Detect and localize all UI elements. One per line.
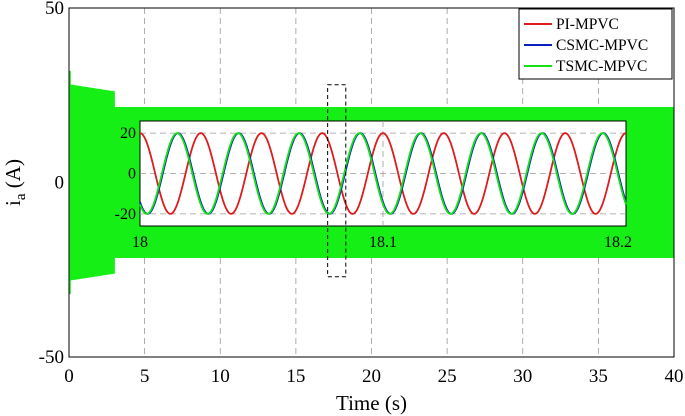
inset-series-line xyxy=(139,132,627,215)
x-tick-label: 15 xyxy=(286,366,305,387)
legend-label: TSMC-MPVC xyxy=(556,58,647,75)
y-axis-label: ia (A) xyxy=(1,159,29,206)
y-tick-label: 0 xyxy=(55,173,65,194)
x-tick-label: 30 xyxy=(513,366,532,387)
y-tick-label: -50 xyxy=(39,347,64,368)
x-tick-label: 5 xyxy=(140,366,150,387)
x-tick-label: 40 xyxy=(665,366,684,387)
inset-x-tick-label: 18.2 xyxy=(604,234,632,251)
x-tick-label: 35 xyxy=(589,366,608,387)
x-tick-label: 10 xyxy=(211,366,230,387)
inset-y-tick-label: -20 xyxy=(115,206,136,223)
inset-y-tick-label: 20 xyxy=(120,125,136,142)
inset-plot: 20 0 -20 18 18.1 18.2 xyxy=(115,120,632,251)
inset-x-tick-label: 18 xyxy=(132,234,148,251)
legend: PI-MPVC CSMC-MPVC TSMC-MPVC xyxy=(518,8,673,80)
x-tick-label: 20 xyxy=(362,366,381,387)
y-axis-label-unit: (A) xyxy=(1,159,25,193)
zoom-window xyxy=(327,84,347,278)
axes-frame xyxy=(68,7,675,358)
legend-label: PI-MPVC xyxy=(556,16,619,33)
y-tick-label: 50 xyxy=(45,0,64,19)
y-axis-label-subscript: a xyxy=(13,193,29,200)
inset-x-tick-label: 18.1 xyxy=(369,234,397,251)
x-tick-label: 25 xyxy=(438,366,457,387)
x-tick-label: 0 xyxy=(64,366,74,387)
inset-series-line xyxy=(139,132,627,215)
inset-y-tick-label: 0 xyxy=(128,166,136,183)
legend-label: CSMC-MPVC xyxy=(556,37,648,54)
x-axis-label: Time (s) xyxy=(336,391,407,415)
y-axis-label-main: i xyxy=(1,200,25,206)
